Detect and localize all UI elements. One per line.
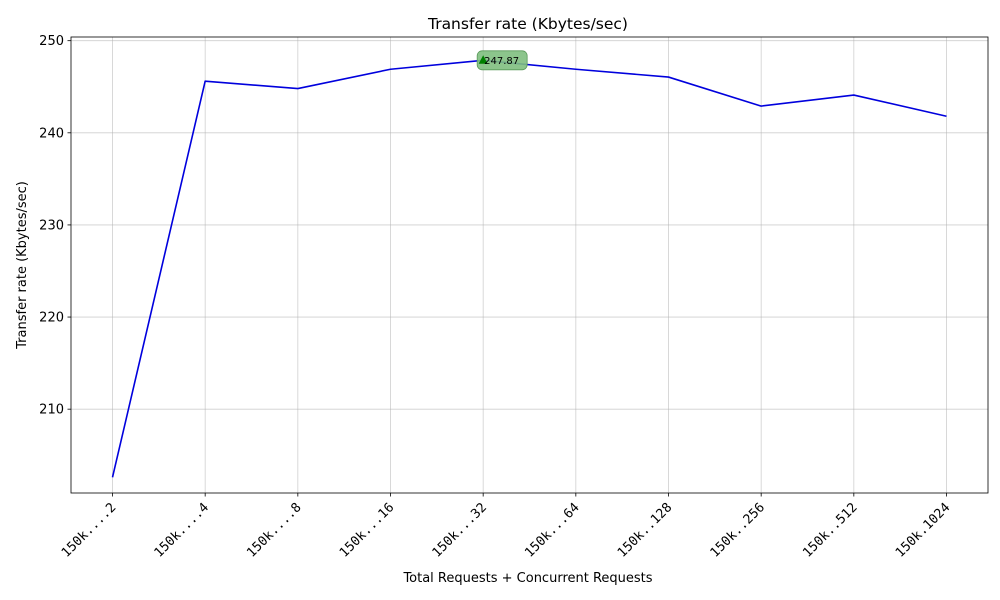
- y-tick-label: 220: [39, 311, 64, 326]
- y-axis-label: Transfer rate (Kbytes/sec): [15, 181, 30, 350]
- grid: [71, 37, 988, 493]
- x-tick-label: 150k....4: [152, 500, 213, 561]
- annotation-box: [476, 50, 528, 71]
- peak-annotation: 247.87: [476, 50, 528, 71]
- x-tick-label: 150k..512: [800, 500, 860, 560]
- x-axis-label: Total Requests + Concurrent Requests: [402, 571, 652, 586]
- y-tick-label: 240: [39, 126, 64, 141]
- annotation-label: 247.87: [484, 56, 519, 67]
- x-tick-label: 150k.1024: [893, 500, 954, 561]
- x-tick-label: 150k...16: [337, 500, 397, 560]
- x-tick-label: 150k...64: [522, 500, 583, 561]
- x-tick-label: 150k...32: [430, 500, 490, 560]
- y-tick-label: 230: [39, 218, 64, 233]
- y-tick-label: 210: [39, 403, 64, 418]
- plot-frame: [70, 36, 989, 494]
- chart-title: Transfer rate (Kbytes/sec): [427, 15, 628, 33]
- x-tick-label: 150k..128: [615, 500, 675, 560]
- peak-marker: [478, 55, 488, 64]
- x-tick-label: 150k..256: [708, 500, 768, 560]
- series-line: [111, 59, 947, 478]
- x-tick-label: 150k....2: [59, 500, 119, 560]
- y-tick-label: 250: [39, 34, 64, 49]
- x-axis: 150k....2 150k....4 150k....8 150k...16 150k…: [59, 493, 954, 561]
- x-tick-label: 150k....8: [244, 500, 304, 560]
- y-axis: 210 220 230 240 250: [39, 34, 71, 418]
